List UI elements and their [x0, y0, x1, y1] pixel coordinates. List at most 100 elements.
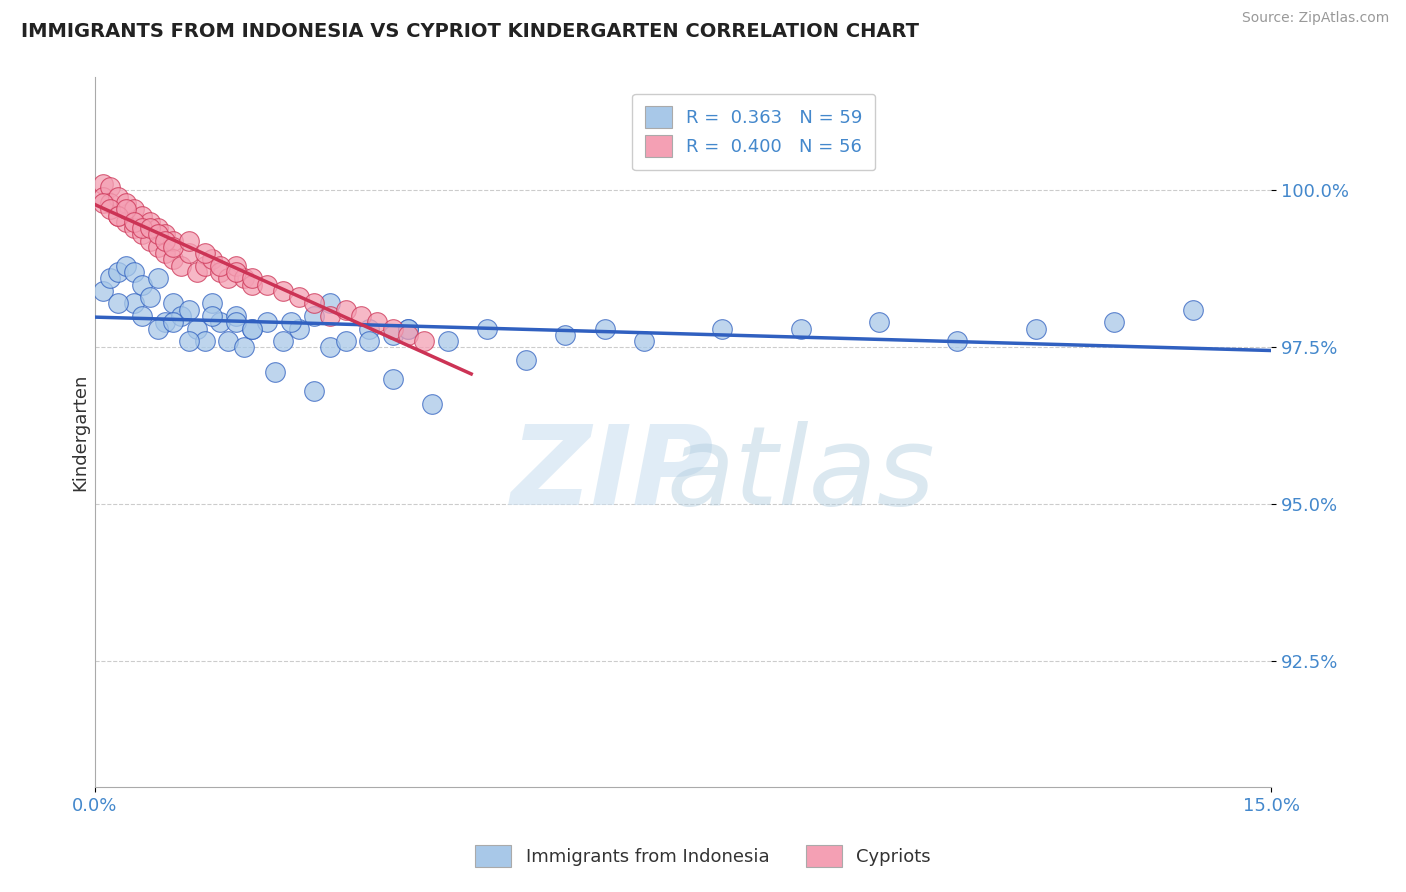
- Point: [209, 265, 232, 279]
- Point: [138, 290, 160, 304]
- Point: [271, 334, 294, 348]
- Point: [186, 321, 208, 335]
- Point: [304, 296, 326, 310]
- Point: [225, 315, 247, 329]
- Point: [107, 265, 129, 279]
- Point: [436, 334, 458, 348]
- Point: [177, 302, 200, 317]
- Point: [107, 296, 129, 310]
- Point: [946, 334, 969, 348]
- Point: [366, 315, 388, 329]
- Point: [868, 315, 890, 329]
- Point: [155, 227, 177, 242]
- Point: [232, 340, 254, 354]
- Point: [138, 234, 160, 248]
- Point: [186, 265, 208, 279]
- Point: [256, 315, 278, 329]
- Point: [177, 234, 200, 248]
- Point: [91, 177, 114, 191]
- Point: [201, 309, 224, 323]
- Point: [122, 265, 145, 279]
- Point: [475, 321, 498, 335]
- Point: [115, 215, 138, 229]
- Point: [100, 196, 122, 211]
- Point: [131, 209, 153, 223]
- Point: [319, 340, 342, 354]
- Point: [319, 309, 342, 323]
- Point: [194, 259, 217, 273]
- Point: [100, 180, 122, 194]
- Point: [209, 315, 232, 329]
- Point: [240, 271, 263, 285]
- Point: [789, 321, 811, 335]
- Text: IMMIGRANTS FROM INDONESIA VS CYPRIOT KINDERGARTEN CORRELATION CHART: IMMIGRANTS FROM INDONESIA VS CYPRIOT KIN…: [21, 22, 920, 41]
- Point: [217, 334, 239, 348]
- Point: [240, 321, 263, 335]
- Point: [240, 321, 263, 335]
- Point: [398, 321, 420, 335]
- Point: [122, 202, 145, 217]
- Point: [264, 366, 287, 380]
- Point: [420, 397, 443, 411]
- Point: [1181, 302, 1204, 317]
- Text: ZIP: ZIP: [510, 421, 714, 528]
- Point: [115, 202, 138, 217]
- Point: [1025, 321, 1047, 335]
- Point: [381, 372, 404, 386]
- Legend: R =  0.363   N = 59, R =  0.400   N = 56: R = 0.363 N = 59, R = 0.400 N = 56: [631, 94, 875, 170]
- Point: [201, 252, 224, 267]
- Point: [287, 290, 309, 304]
- Point: [91, 284, 114, 298]
- Point: [304, 309, 326, 323]
- Point: [146, 271, 169, 285]
- Legend: Immigrants from Indonesia, Cypriots: Immigrants from Indonesia, Cypriots: [468, 838, 938, 874]
- Point: [287, 321, 309, 335]
- Point: [304, 384, 326, 399]
- Point: [162, 240, 184, 254]
- Point: [177, 246, 200, 260]
- Point: [225, 259, 247, 273]
- Point: [335, 334, 357, 348]
- Point: [162, 234, 184, 248]
- Point: [162, 296, 184, 310]
- Point: [194, 334, 217, 348]
- Point: [115, 196, 138, 211]
- Point: [232, 271, 254, 285]
- Point: [381, 321, 404, 335]
- Point: [398, 327, 420, 342]
- Point: [319, 296, 342, 310]
- Text: Source: ZipAtlas.com: Source: ZipAtlas.com: [1241, 11, 1389, 25]
- Point: [115, 259, 138, 273]
- Point: [359, 334, 381, 348]
- Point: [146, 240, 169, 254]
- Point: [91, 196, 114, 211]
- Point: [359, 321, 381, 335]
- Point: [91, 190, 114, 204]
- Point: [107, 209, 129, 223]
- Point: [122, 215, 145, 229]
- Point: [256, 277, 278, 292]
- Point: [381, 327, 404, 342]
- Point: [177, 334, 200, 348]
- Text: atlas: atlas: [666, 421, 935, 528]
- Point: [146, 321, 169, 335]
- Point: [240, 277, 263, 292]
- Point: [633, 334, 655, 348]
- Point: [413, 334, 436, 348]
- Point: [162, 315, 184, 329]
- Point: [131, 221, 153, 235]
- Point: [131, 309, 153, 323]
- Point: [398, 321, 420, 335]
- Point: [170, 309, 193, 323]
- Point: [107, 190, 129, 204]
- Point: [194, 246, 217, 260]
- Point: [335, 302, 357, 317]
- Point: [100, 202, 122, 217]
- Point: [515, 353, 537, 368]
- Point: [122, 221, 145, 235]
- Point: [350, 309, 373, 323]
- Point: [225, 309, 247, 323]
- Point: [100, 271, 122, 285]
- Point: [217, 271, 239, 285]
- Point: [138, 215, 160, 229]
